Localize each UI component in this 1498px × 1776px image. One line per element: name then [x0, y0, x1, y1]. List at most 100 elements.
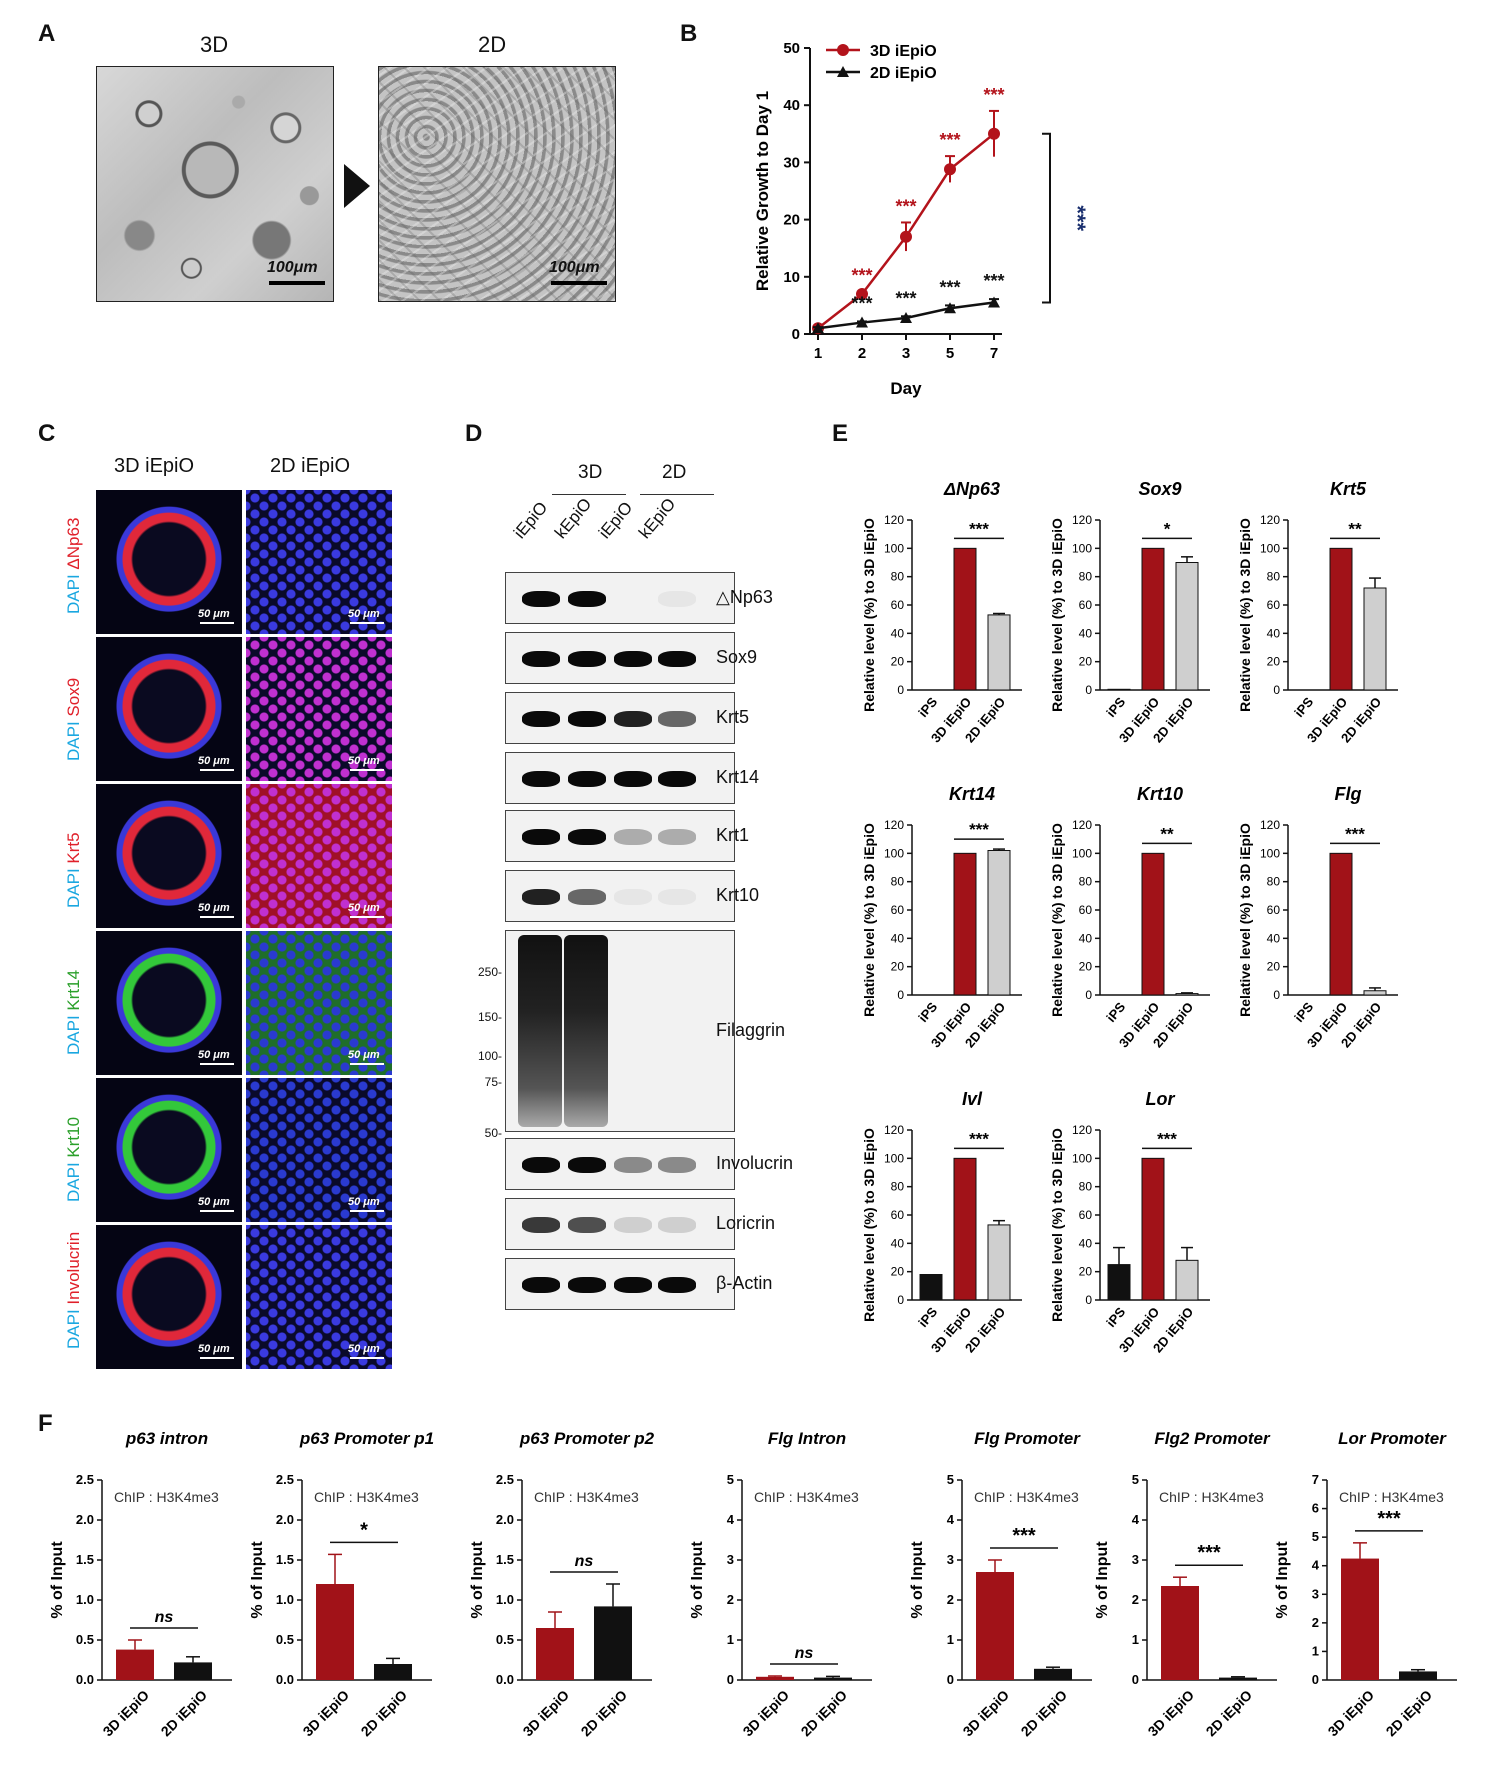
mw-marker: 50-	[484, 1126, 502, 1140]
data-point	[944, 163, 956, 176]
blot-band	[568, 771, 606, 787]
y-tick-label: 60	[891, 598, 905, 612]
blot-band	[658, 889, 696, 905]
blot-band	[522, 651, 560, 667]
y-axis-label: Relative level (%) to 3D iEpiO	[861, 518, 877, 712]
blot-label: Krt5	[716, 707, 750, 727]
y-tick-label: 60	[1079, 903, 1093, 917]
blot-band	[522, 1157, 560, 1173]
blot-band	[568, 889, 606, 905]
y-tick-label: 0	[897, 988, 904, 1002]
bar	[174, 1662, 212, 1680]
panel-letter-d: D	[465, 420, 483, 447]
x-tick-label: 2D iEpiO	[1383, 1687, 1436, 1740]
marker-label: Krt10	[64, 1116, 83, 1158]
micrograph-2d-monolayer: 100μm	[378, 66, 616, 302]
significance-label: ***	[1197, 1542, 1221, 1564]
if-tile-2d: 50 μm	[246, 931, 392, 1075]
panel-c-col2: 2D iEpiO	[270, 455, 351, 477]
y-tick-label: 40	[891, 931, 905, 945]
subplot-title: Lor	[1146, 1089, 1176, 1109]
chip-subplot: Lor Promoter ChIP : H3K4me3 0 1 2 3 4 5 6 7 % of I…	[1274, 1429, 1457, 1739]
group-3d-label: 3D	[578, 462, 603, 483]
legend-label: 3D iEpiO	[870, 43, 937, 60]
legend-marker	[837, 44, 849, 56]
scale-bar	[200, 1210, 234, 1212]
y-tick-label: 100	[1260, 846, 1280, 860]
panel-letter-a: A	[38, 20, 56, 47]
if-tile-3d: 50 μm	[96, 931, 242, 1075]
significance-label: ***	[895, 196, 916, 216]
scale-label: 100μm	[549, 259, 600, 276]
group-2d-label: 2D	[662, 462, 687, 483]
smear-band	[564, 935, 608, 1127]
blot-strip	[505, 810, 735, 862]
y-tick-label: 40	[783, 97, 800, 114]
qpcr-subplot: Krt14 0 20 40 60 80 100 120 Relative level (%) t…	[861, 784, 1022, 1050]
x-tick-label: 2D iEpiO	[798, 1687, 851, 1740]
y-tick-label: 100	[884, 541, 904, 555]
row-label-5: DAPI Involucrin	[64, 1232, 84, 1349]
mw-marker: 100-	[477, 1049, 502, 1063]
blot-band	[658, 829, 696, 845]
x-tick-label: 3D iEpiO	[100, 1687, 153, 1740]
chip-subplot: p63 Promoter p2 ChIP : H3K4me3 0.0 0.5 1.0 1.…	[469, 1429, 655, 1739]
bar	[976, 1572, 1014, 1680]
y-tick-label: 0	[1273, 988, 1280, 1002]
dapi-label: DAPI	[64, 1157, 83, 1202]
y-tick-label: 0.0	[496, 1672, 514, 1687]
y-tick-label: 5	[947, 1472, 954, 1487]
x-tick-label: 1	[814, 345, 822, 362]
bar	[987, 614, 1011, 691]
lane-label: iEpiO	[510, 498, 552, 543]
chip-annotation: ChIP : H3K4me3	[114, 1489, 219, 1505]
y-tick-label: 1	[1312, 1643, 1319, 1658]
x-tick-label: 7	[990, 345, 998, 362]
legend-label: 2D iEpiO	[870, 65, 937, 82]
significance-label: ***	[851, 293, 872, 313]
blot-label: Krt14	[716, 767, 760, 787]
y-tick-label: 0	[1085, 988, 1092, 1002]
significance-bracket	[1042, 132, 1051, 304]
bar	[1034, 1668, 1072, 1680]
x-tick-label: 3D iEpiO	[300, 1687, 353, 1740]
growth-line-chart: 0 10 20 30 40 50 1 2 3 5 7 Day Relative Growth to Da…	[753, 40, 1090, 398]
marker-label: Krt14	[64, 969, 83, 1011]
bar	[1175, 993, 1199, 996]
y-tick-label: 120	[1072, 1123, 1092, 1137]
y-tick-label: 80	[1267, 875, 1281, 889]
scale-bar	[200, 1357, 234, 1359]
data-point	[812, 322, 824, 334]
significance-label: ***	[983, 271, 1004, 291]
dapi-label: DAPI	[64, 1010, 83, 1055]
blot-band	[522, 771, 560, 787]
y-tick-label: 2.0	[276, 1512, 294, 1527]
significance-label: ***	[939, 277, 960, 297]
x-tick-label: 3D iEpiO	[960, 1687, 1013, 1740]
if-tile-2d: 50 μm	[246, 637, 392, 781]
y-tick-label: 80	[1079, 570, 1093, 584]
y-tick-label: 80	[1267, 570, 1281, 584]
bar	[536, 1628, 574, 1680]
scale-label: 50 μm	[198, 1196, 230, 1208]
mw-marker: 150-	[477, 1010, 502, 1024]
bar	[1175, 562, 1199, 691]
scale-label: 50 μm	[198, 902, 230, 914]
y-tick-label: 60	[1267, 903, 1281, 917]
blot-band	[568, 651, 606, 667]
y-tick-label: 20	[891, 960, 905, 974]
qpcr-subplot: Krt10 0 20 40 60 80 100 120 Relative level (%) t…	[1049, 784, 1210, 1050]
data-point	[856, 316, 868, 328]
y-tick-label: 3	[727, 1552, 734, 1567]
y-tick-label: 2	[1312, 1615, 1319, 1630]
x-tick-label: 2D iEpiO	[358, 1687, 411, 1740]
y-tick-label: 2.5	[276, 1472, 294, 1487]
y-tick-label: 80	[1079, 875, 1093, 889]
bar	[814, 1677, 852, 1680]
x-tick-label: iPS	[1291, 694, 1316, 720]
y-axis-label: % of Input	[689, 1541, 706, 1619]
y-tick-label: 120	[884, 513, 904, 527]
blot-band	[522, 711, 560, 727]
x-axis-label: Day	[890, 379, 922, 398]
subplot-title: Flg Promoter	[974, 1429, 1081, 1448]
